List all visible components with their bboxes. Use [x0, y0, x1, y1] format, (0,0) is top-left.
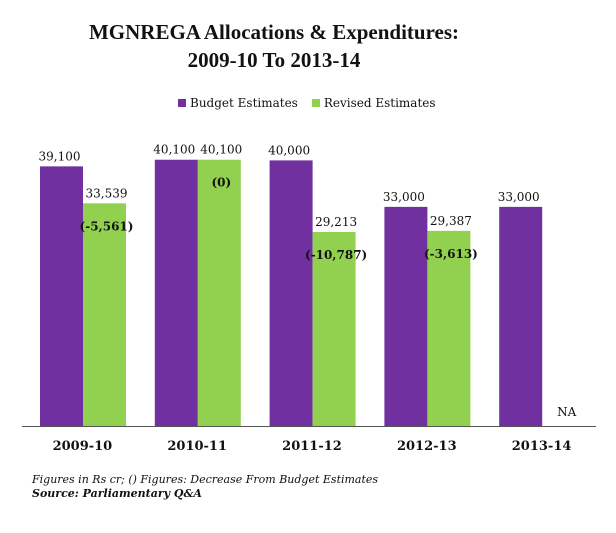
data-label-budget-2012-13: 33,000: [383, 190, 425, 204]
annotation-2012-13: (-3,613): [424, 247, 478, 261]
legend-swatch-budget: [178, 99, 186, 107]
bar-revised-2012-13: [427, 230, 471, 426]
legend-item-budget: Budget Estimates: [178, 96, 298, 110]
x-tick-label-2011-12: 2011-12: [282, 439, 342, 454]
data-label-revised-2010-11: 40,100: [200, 143, 242, 157]
data-label-revised-2011-12: 29,213: [315, 215, 357, 229]
x-tick-label-2012-13: 2012-13: [397, 439, 457, 454]
chart-title-line-1: MGNREGA Allocations & Expenditures:: [88, 20, 460, 44]
data-label-revised-2009-10: 33,539: [86, 186, 128, 200]
bar-budget-2012-13: [384, 206, 428, 426]
chart-legend: Budget Estimates Revised Estimates: [178, 94, 450, 112]
x-tick-label-2009-10: 2009-10: [53, 439, 113, 454]
bar-revised-2010-11: [197, 159, 241, 426]
legend-label-budget: Budget Estimates: [190, 96, 298, 110]
bar-budget-2011-12: [269, 160, 313, 426]
bar-revised-2011-12: [312, 232, 356, 426]
bar-budget-2010-11: [154, 159, 198, 426]
chart-title-line-2: 2009-10 To 2013-14: [187, 48, 361, 72]
legend-swatch-revised: [311, 99, 320, 107]
x-tick-label-2013-14: 2013-14: [512, 439, 572, 454]
legend-item-revised: Revised Estimates: [311, 96, 436, 110]
data-label-budget-2010-11: 40,100: [153, 143, 195, 157]
annotation-2009-10: (-5,561): [80, 219, 134, 233]
data-label-budget-2013-14: 33,000: [498, 190, 540, 204]
data-label-revised-2013-14: NA: [557, 405, 577, 419]
bar-revised-2009-10: [83, 203, 126, 426]
annotation-2010-11: (0): [211, 176, 231, 190]
annotation-2011-12: (-10,787): [305, 248, 367, 262]
chart-source: Source: Parliamentary Q&A: [32, 487, 202, 500]
bar-budget-2009-10: [40, 166, 83, 426]
data-label-budget-2011-12: 40,000: [268, 143, 310, 157]
chart-footnote: Figures in Rs cr; () Figures: Decrease F…: [32, 473, 379, 486]
legend-label-revised: Revised Estimates: [323, 96, 436, 110]
bar-budget-2013-14: [499, 206, 543, 426]
data-label-revised-2012-13: 29,387: [430, 214, 472, 228]
data-label-budget-2009-10: 39,100: [39, 149, 81, 163]
x-tick-label-2010-11: 2010-11: [167, 439, 227, 454]
